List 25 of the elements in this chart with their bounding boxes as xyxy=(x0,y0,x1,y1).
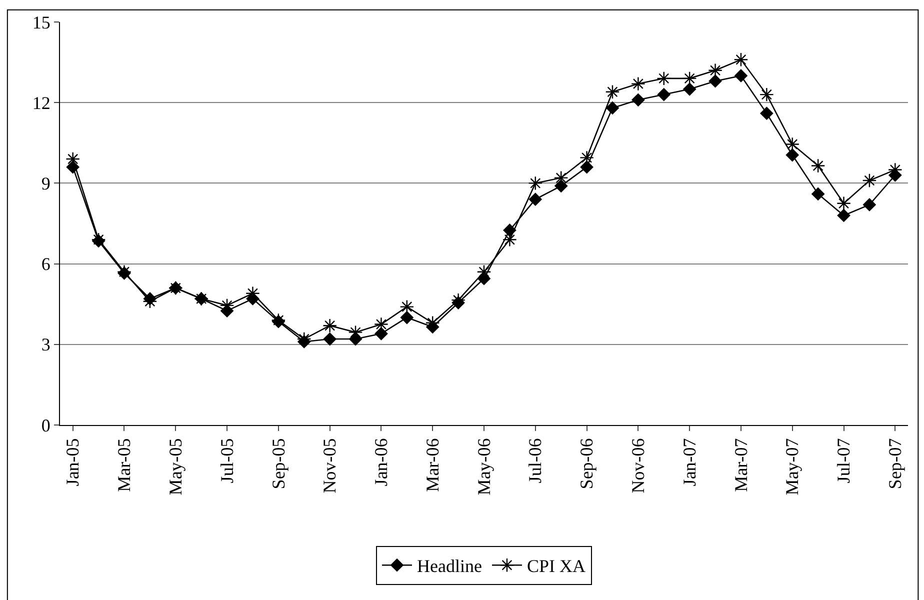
y-tick-label: 12 xyxy=(32,92,50,113)
y-tick-label: 9 xyxy=(41,174,50,194)
x-tick-label: Mar-06 xyxy=(422,438,442,492)
x-tick-label: Nov-06 xyxy=(628,438,648,494)
x-tick-label: May-05 xyxy=(165,438,186,496)
legend-label: Headline xyxy=(417,556,482,576)
x-tick-label: May-06 xyxy=(474,438,494,496)
x-tick-label: Jan-05 xyxy=(62,438,83,486)
y-tick-label: 3 xyxy=(41,334,50,355)
y-tick-label: 6 xyxy=(41,254,50,274)
x-tick-label: May-07 xyxy=(782,438,802,496)
x-tick-label: Sep-07 xyxy=(885,438,905,490)
x-tick-label: Jul-05 xyxy=(216,438,237,484)
x-tick-label: Jul-07 xyxy=(834,438,854,484)
x-tick-label: Jul-06 xyxy=(525,438,546,484)
x-tick-label: Sep-05 xyxy=(268,438,288,490)
x-tick-label: Sep-06 xyxy=(576,438,597,490)
x-tick-label: Mar-07 xyxy=(730,438,751,492)
x-tick-label: Nov-05 xyxy=(320,438,340,494)
x-tick-label: Mar-05 xyxy=(114,438,134,492)
x-tick-label: Jan-06 xyxy=(371,438,392,486)
legend-label: CPI XA xyxy=(526,556,586,576)
y-tick-label: 0 xyxy=(41,415,50,436)
y-tick-label: 15 xyxy=(32,12,50,32)
x-tick-label: Jan-07 xyxy=(679,438,700,486)
